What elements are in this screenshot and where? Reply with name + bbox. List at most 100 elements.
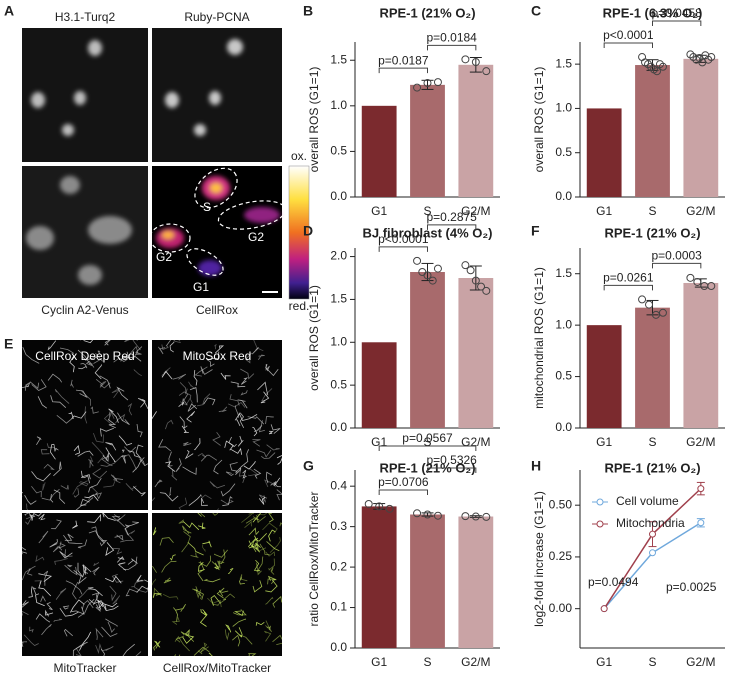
- micrograph: [152, 513, 282, 656]
- filament: [257, 513, 268, 516]
- filament: [108, 408, 119, 423]
- filament: [105, 442, 117, 451]
- filament: [38, 573, 53, 582]
- bar: [683, 58, 719, 198]
- filament: [22, 600, 29, 608]
- filament: [200, 609, 207, 616]
- filament: [237, 435, 244, 447]
- filament: [31, 379, 47, 391]
- filament: [178, 519, 185, 524]
- filament: [212, 598, 227, 606]
- filament: [259, 494, 268, 504]
- panel-letter: D: [303, 223, 313, 239]
- channel-label: MitoSox Red: [183, 349, 252, 363]
- filament: [72, 480, 88, 495]
- filament: [268, 529, 276, 542]
- filament: [182, 441, 192, 446]
- filament: [105, 618, 118, 627]
- filament: [104, 340, 111, 346]
- x-tick-label: G1: [596, 655, 612, 669]
- filament: [132, 457, 145, 473]
- filament: [201, 497, 208, 506]
- y-tick-label: 0.1: [330, 600, 347, 614]
- filament: [102, 646, 114, 652]
- filament: [37, 396, 48, 409]
- filament: [109, 585, 117, 602]
- filament: [99, 375, 111, 389]
- y-tick-label: 1.5: [330, 52, 347, 66]
- marker: [600, 605, 608, 613]
- filament: [232, 634, 241, 647]
- filament: [152, 497, 156, 502]
- filament: [72, 641, 88, 656]
- filament: [175, 603, 186, 612]
- filament: [152, 527, 157, 536]
- filament: [268, 513, 274, 523]
- filament: [79, 340, 81, 341]
- y-tick-label: 1.0: [555, 101, 572, 115]
- y-tick-label: 0.3: [330, 519, 347, 533]
- filament: [270, 567, 275, 575]
- filament: [197, 513, 202, 517]
- x-tick-label: G2/M: [686, 655, 715, 669]
- filament: [266, 444, 280, 451]
- filament: [120, 351, 130, 362]
- legend-marker: [596, 520, 604, 528]
- micrograph: [149, 166, 287, 298]
- filament: [135, 651, 142, 656]
- filament: [107, 419, 117, 429]
- filament: [127, 558, 138, 565]
- filament: [32, 587, 40, 596]
- filament: [87, 587, 103, 597]
- data-point: [433, 264, 442, 273]
- filament: [265, 416, 274, 425]
- filament: [265, 471, 273, 484]
- filament: [102, 452, 109, 462]
- y-tick-label: 2.0: [330, 249, 347, 263]
- filament: [115, 413, 126, 424]
- filament: [239, 574, 248, 582]
- data-point: [428, 276, 437, 285]
- filament: [127, 450, 141, 458]
- filament: [230, 447, 243, 455]
- filament: [136, 585, 148, 593]
- p-value: p<0.0001: [603, 28, 654, 42]
- filament: [169, 487, 172, 496]
- filament: [178, 497, 188, 510]
- p-value: p=0.0458: [651, 6, 702, 20]
- filament: [175, 635, 185, 643]
- filament: [117, 562, 127, 571]
- p-value: p=0.0184: [426, 30, 477, 44]
- filament: [105, 447, 116, 463]
- filament: [181, 531, 191, 553]
- y-tick-label: 0.4: [330, 478, 347, 492]
- filament: [77, 562, 86, 578]
- legend-label: Mitochondria: [616, 516, 685, 530]
- filament: [240, 390, 248, 396]
- filament: [161, 367, 171, 376]
- filament: [68, 411, 74, 419]
- filament: [198, 593, 202, 600]
- channel-label: MitoTracker: [54, 661, 117, 675]
- marker: [649, 530, 656, 538]
- filament: [257, 354, 265, 361]
- filament: [129, 345, 139, 360]
- bar: [458, 516, 494, 648]
- filament: [137, 397, 148, 410]
- filament: [62, 605, 70, 610]
- chart-title: BJ fibroblast (4% O₂): [362, 225, 492, 240]
- filament: [159, 537, 174, 546]
- filament: [91, 442, 105, 464]
- filament: [227, 567, 234, 575]
- filament: [212, 513, 219, 516]
- filament: [161, 370, 173, 380]
- filament: [194, 438, 201, 451]
- y-tick-label: 0.5: [330, 144, 347, 158]
- filament: [45, 609, 54, 617]
- filament: [99, 381, 111, 389]
- filament: [102, 513, 116, 521]
- filament: [253, 559, 261, 572]
- filament: [78, 366, 87, 370]
- filament: [88, 486, 99, 501]
